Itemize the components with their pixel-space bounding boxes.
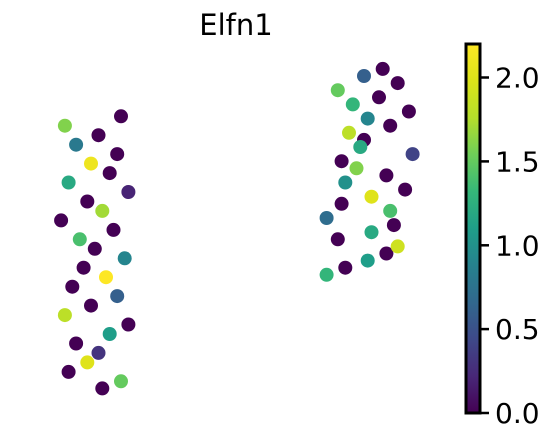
scatter-point [338, 175, 353, 190]
scatter-point [390, 239, 405, 254]
scatter-point [87, 241, 102, 256]
scatter-point [334, 154, 349, 169]
scatter-point [334, 196, 349, 211]
scatter-point [114, 109, 128, 124]
scatter-point [360, 111, 375, 126]
scatter-point [84, 298, 98, 313]
scatter-point [383, 118, 398, 133]
scatter-point [99, 270, 113, 285]
colorbar-tick-label: 2.0 [495, 62, 540, 95]
scatter-point [357, 69, 371, 83]
colorbar-ticks: 0.0 0.5 1.0 1.5 2.0 [480, 62, 540, 430]
scatter-point [349, 161, 364, 176]
colorbar-tick-label: 1.0 [495, 229, 540, 262]
scatter-point [65, 279, 80, 294]
scatter-point [372, 90, 386, 105]
scatter-point [121, 185, 136, 199]
colorbar-tick-label: 0.0 [495, 397, 540, 430]
scatter-point [401, 104, 416, 119]
scatter-point [95, 381, 110, 396]
scatter-point [330, 83, 345, 98]
scatter-point [338, 260, 353, 275]
scatter-point [80, 194, 95, 209]
scatter-point [379, 246, 394, 261]
colorbar-gradient [464, 42, 482, 415]
chart-title: Elfn1 [199, 8, 272, 42]
scatter-point [360, 253, 375, 268]
scatter-point [69, 137, 84, 152]
colorbar-tick-label: 0.5 [495, 313, 540, 346]
scatter-point [110, 147, 125, 162]
scatter-point [61, 175, 76, 190]
scatter-points [54, 61, 420, 396]
scatter-point [72, 232, 87, 247]
scatter-point [345, 97, 360, 112]
scatter-point [57, 118, 72, 133]
scatter-point [54, 213, 69, 228]
scatter-point [106, 222, 121, 237]
scatter-point [76, 260, 91, 275]
scatter-point [383, 203, 398, 218]
scatter-point [405, 147, 420, 162]
scatter-point [398, 182, 413, 197]
scatter-point [84, 156, 98, 171]
scatter-point [390, 76, 405, 91]
scatter-point [342, 125, 356, 140]
scatter-point [102, 166, 117, 181]
scatter-point [364, 189, 379, 204]
scatter-point [319, 267, 334, 282]
scatter-point [364, 225, 379, 240]
colorbar: 0.0 0.5 1.0 1.5 2.0 [464, 42, 540, 430]
scatter-point [57, 308, 72, 323]
scatter-point [91, 345, 106, 360]
scatter-point [102, 327, 117, 341]
colorbar-tick-label: 1.5 [495, 145, 540, 178]
scatter-point [386, 218, 401, 233]
scatter-point [330, 232, 345, 247]
scatter-point [117, 251, 132, 266]
scatter-point [80, 355, 95, 370]
scatter-point [95, 203, 110, 218]
scatter-point [319, 211, 334, 225]
scatter-point [121, 317, 136, 332]
scatter-point [91, 128, 106, 143]
scatter-point [69, 336, 84, 351]
scatter-point [375, 61, 390, 76]
scatter-point [110, 289, 125, 304]
scatter-point [353, 140, 368, 154]
scatter-point [379, 168, 394, 183]
scatter-point [61, 364, 76, 379]
scatter-point [114, 374, 128, 389]
